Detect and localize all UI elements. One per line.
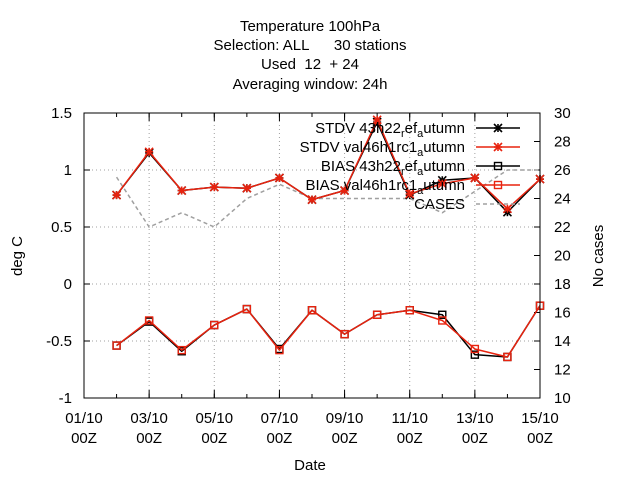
- x-tick-label: 07/10: [261, 410, 299, 427]
- x-tick-label: 11/10: [391, 410, 427, 427]
- y-tick-label: 0: [64, 276, 72, 293]
- data-point-bias_val: [405, 306, 414, 315]
- data-point-stdv_val: [437, 179, 447, 189]
- legend-label-cases: CASES: [414, 196, 465, 213]
- legend-swatch-bias_val: [476, 180, 520, 190]
- x-tick-label-time: 00Z: [527, 430, 553, 447]
- x-tick-label-time: 00Z: [462, 430, 488, 447]
- data-point-stdv_val: [372, 115, 382, 125]
- data-point-stdv_val: [209, 182, 219, 192]
- x-tick-label: 15/10: [521, 410, 559, 427]
- data-point-stdv_val: [242, 183, 252, 193]
- data-point-bias_val: [112, 341, 121, 350]
- y2-tick-label: 26: [554, 162, 571, 179]
- data-point-bias_ref: [470, 350, 480, 359]
- y2-axis-label: No cases: [590, 225, 607, 288]
- chart-title-line-2: Selection: ALL 30 stations: [214, 37, 407, 54]
- x-tick-label: 03/10: [130, 410, 168, 427]
- y-axis-label: deg C: [9, 236, 26, 276]
- series-line-cases: [115, 169, 540, 228]
- y-tick-label: 1.5: [51, 105, 72, 122]
- data-point-bias_val: [503, 352, 512, 362]
- data-point-bias_val: [438, 316, 447, 325]
- x-tick-label-time: 00Z: [71, 430, 97, 447]
- y-tick-label: 0.5: [51, 219, 72, 236]
- data-point-bias_val: [470, 344, 480, 354]
- axis-ticks: -1 -0.5 0 0.5 1 1.5 10 12 14 16 18 20 22 24 26 28 30 01/1…: [46, 105, 571, 447]
- plot-frame: [83, 112, 541, 399]
- y2-tick-label: 30: [554, 105, 571, 122]
- y-tick-label: -1: [59, 390, 72, 407]
- data-point-bias_val: [177, 345, 186, 355]
- x-tick-label-time: 00Z: [397, 430, 423, 447]
- y2-tick-label: 28: [554, 134, 571, 151]
- data-point-stdv_val: [340, 185, 350, 196]
- y2-tick-label: 24: [554, 191, 571, 208]
- y2-tick-label: 10: [554, 390, 571, 407]
- legend-swatches: [476, 123, 520, 205]
- data-point-stdv_val: [144, 147, 154, 157]
- x-tick-label: 09/10: [326, 410, 364, 427]
- x-tick-label: 13/10: [456, 410, 494, 427]
- data-point-stdv_val: [405, 189, 415, 199]
- x-tick-label: 05/10: [196, 410, 234, 427]
- data-point-stdv_val: [274, 173, 284, 183]
- series-bias_val: [112, 301, 545, 362]
- data-point-stdv_val: [112, 190, 122, 200]
- x-tick-label-time: 00Z: [201, 430, 227, 447]
- data-point-stdv_val: [502, 204, 512, 214]
- data-point-bias_val: [144, 316, 154, 325]
- data-point-stdv_val: [307, 195, 317, 205]
- y2-tick-label: 22: [554, 219, 571, 236]
- x-axis-label: Date: [294, 457, 326, 474]
- series-cases: [115, 169, 540, 228]
- legend-swatch-stdv_ref: [476, 123, 520, 133]
- y2-tick-label: 20: [554, 248, 571, 265]
- x-tick-label-time: 00Z: [266, 430, 292, 447]
- chart-title-line-1: Temperature 100hPa: [240, 18, 381, 35]
- y-tick-label: -0.5: [46, 333, 72, 350]
- y-tick-label: 1: [64, 162, 72, 179]
- legend-label-stdv-val: STDV val46h1rc1autumn: [300, 139, 465, 159]
- x-tick-label-time: 00Z: [136, 430, 162, 447]
- y2-tick-label: 14: [554, 333, 571, 350]
- legend-label-bias-val: BIAS val46h1rc1autumn: [305, 177, 465, 197]
- legend: STDV 43h22refautumn STDV val46h1rc1autum…: [300, 120, 520, 213]
- data-point-bias_val: [242, 304, 252, 314]
- chart-title-line-3: Used 12 + 24: [261, 56, 359, 73]
- series-stdv_val: [112, 115, 545, 214]
- series-line-bias_val: [116, 305, 541, 358]
- legend-swatch-stdv_val: [476, 142, 520, 152]
- data-point-bias_val: [210, 320, 219, 330]
- data-point-stdv_val: [177, 185, 187, 196]
- data-point-bias_val: [275, 345, 284, 355]
- series-line-stdv_val: [115, 119, 541, 210]
- legend-label-stdv-ref: STDV 43h22refautumn: [315, 120, 465, 140]
- data-point-bias_val: [307, 306, 317, 315]
- x-tick-label-time: 00Z: [332, 430, 358, 447]
- y2-tick-label: 12: [554, 362, 571, 379]
- data-point-bias_val: [340, 329, 349, 339]
- legend-label-bias-ref: BIAS 43h22refautumn: [321, 158, 465, 178]
- data-point-bias_ref: [438, 310, 447, 319]
- data-point-stdv_val: [470, 173, 480, 183]
- y2-tick-label: 16: [554, 305, 571, 322]
- legend-swatch-bias_ref: [476, 161, 520, 171]
- y2-tick-label: 18: [554, 276, 571, 293]
- chart-title-line-4: Averaging window: 24h: [233, 76, 388, 93]
- x-tick-label: 01/10: [65, 410, 103, 427]
- data-point-bias_val: [372, 310, 382, 319]
